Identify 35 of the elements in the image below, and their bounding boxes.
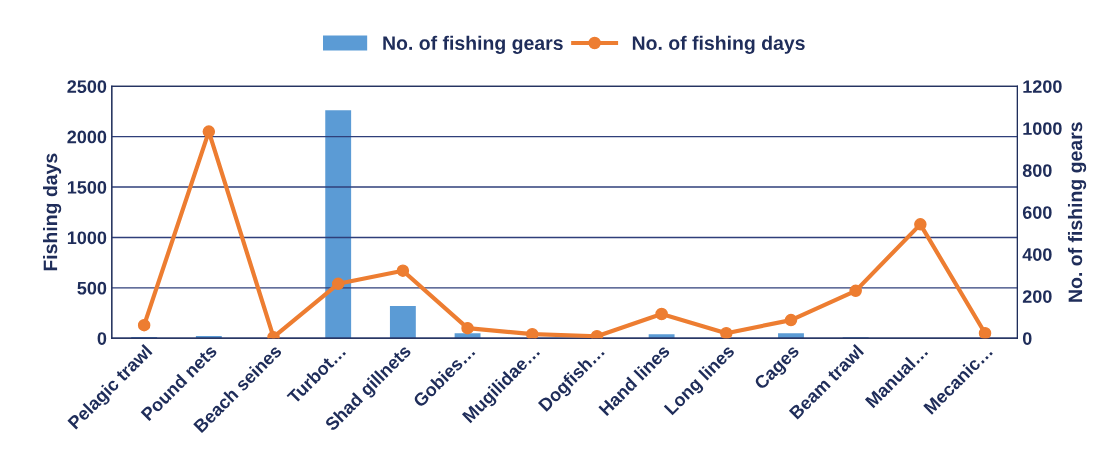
point (914, 218, 927, 231)
point (784, 313, 798, 327)
point (849, 284, 862, 298)
legend-label: No. of fishing gears (383, 35, 563, 54)
legend-label: No. of fishing days (632, 35, 805, 54)
point (461, 321, 474, 335)
point (655, 307, 668, 321)
y-tick-label: 500 (77, 281, 107, 295)
y-tick-label: 1000 (67, 231, 107, 245)
y-tick-label: 2500 (67, 80, 107, 93)
y-axis-title: Fishing days (43, 153, 62, 271)
point (137, 318, 151, 332)
y2-tick-label: 0 (1022, 332, 1032, 345)
y2-tick-label: 800 (1022, 164, 1052, 177)
point (590, 329, 604, 339)
bar (778, 333, 804, 339)
bar (454, 333, 481, 339)
y2-tick-label: 1200 (1023, 80, 1062, 93)
y2-axis-title: No. of fishing gears (1067, 122, 1087, 302)
y-tick-label: 2000 (67, 130, 107, 144)
bar (325, 110, 352, 339)
y2-tick-label: 1000 (1023, 122, 1062, 135)
point (525, 327, 539, 339)
y2-tick-label: 400 (1022, 248, 1052, 261)
bar (648, 334, 675, 339)
point (978, 326, 992, 339)
y2-tick-label: 600 (1022, 206, 1052, 219)
point (396, 264, 410, 277)
y2-tick-label: 200 (1022, 290, 1052, 303)
y-tick-label: 1500 (67, 180, 107, 194)
point (202, 125, 216, 138)
bar (389, 305, 416, 339)
point (720, 326, 733, 339)
y-tick-label: 0 (97, 332, 107, 345)
point (331, 277, 345, 291)
